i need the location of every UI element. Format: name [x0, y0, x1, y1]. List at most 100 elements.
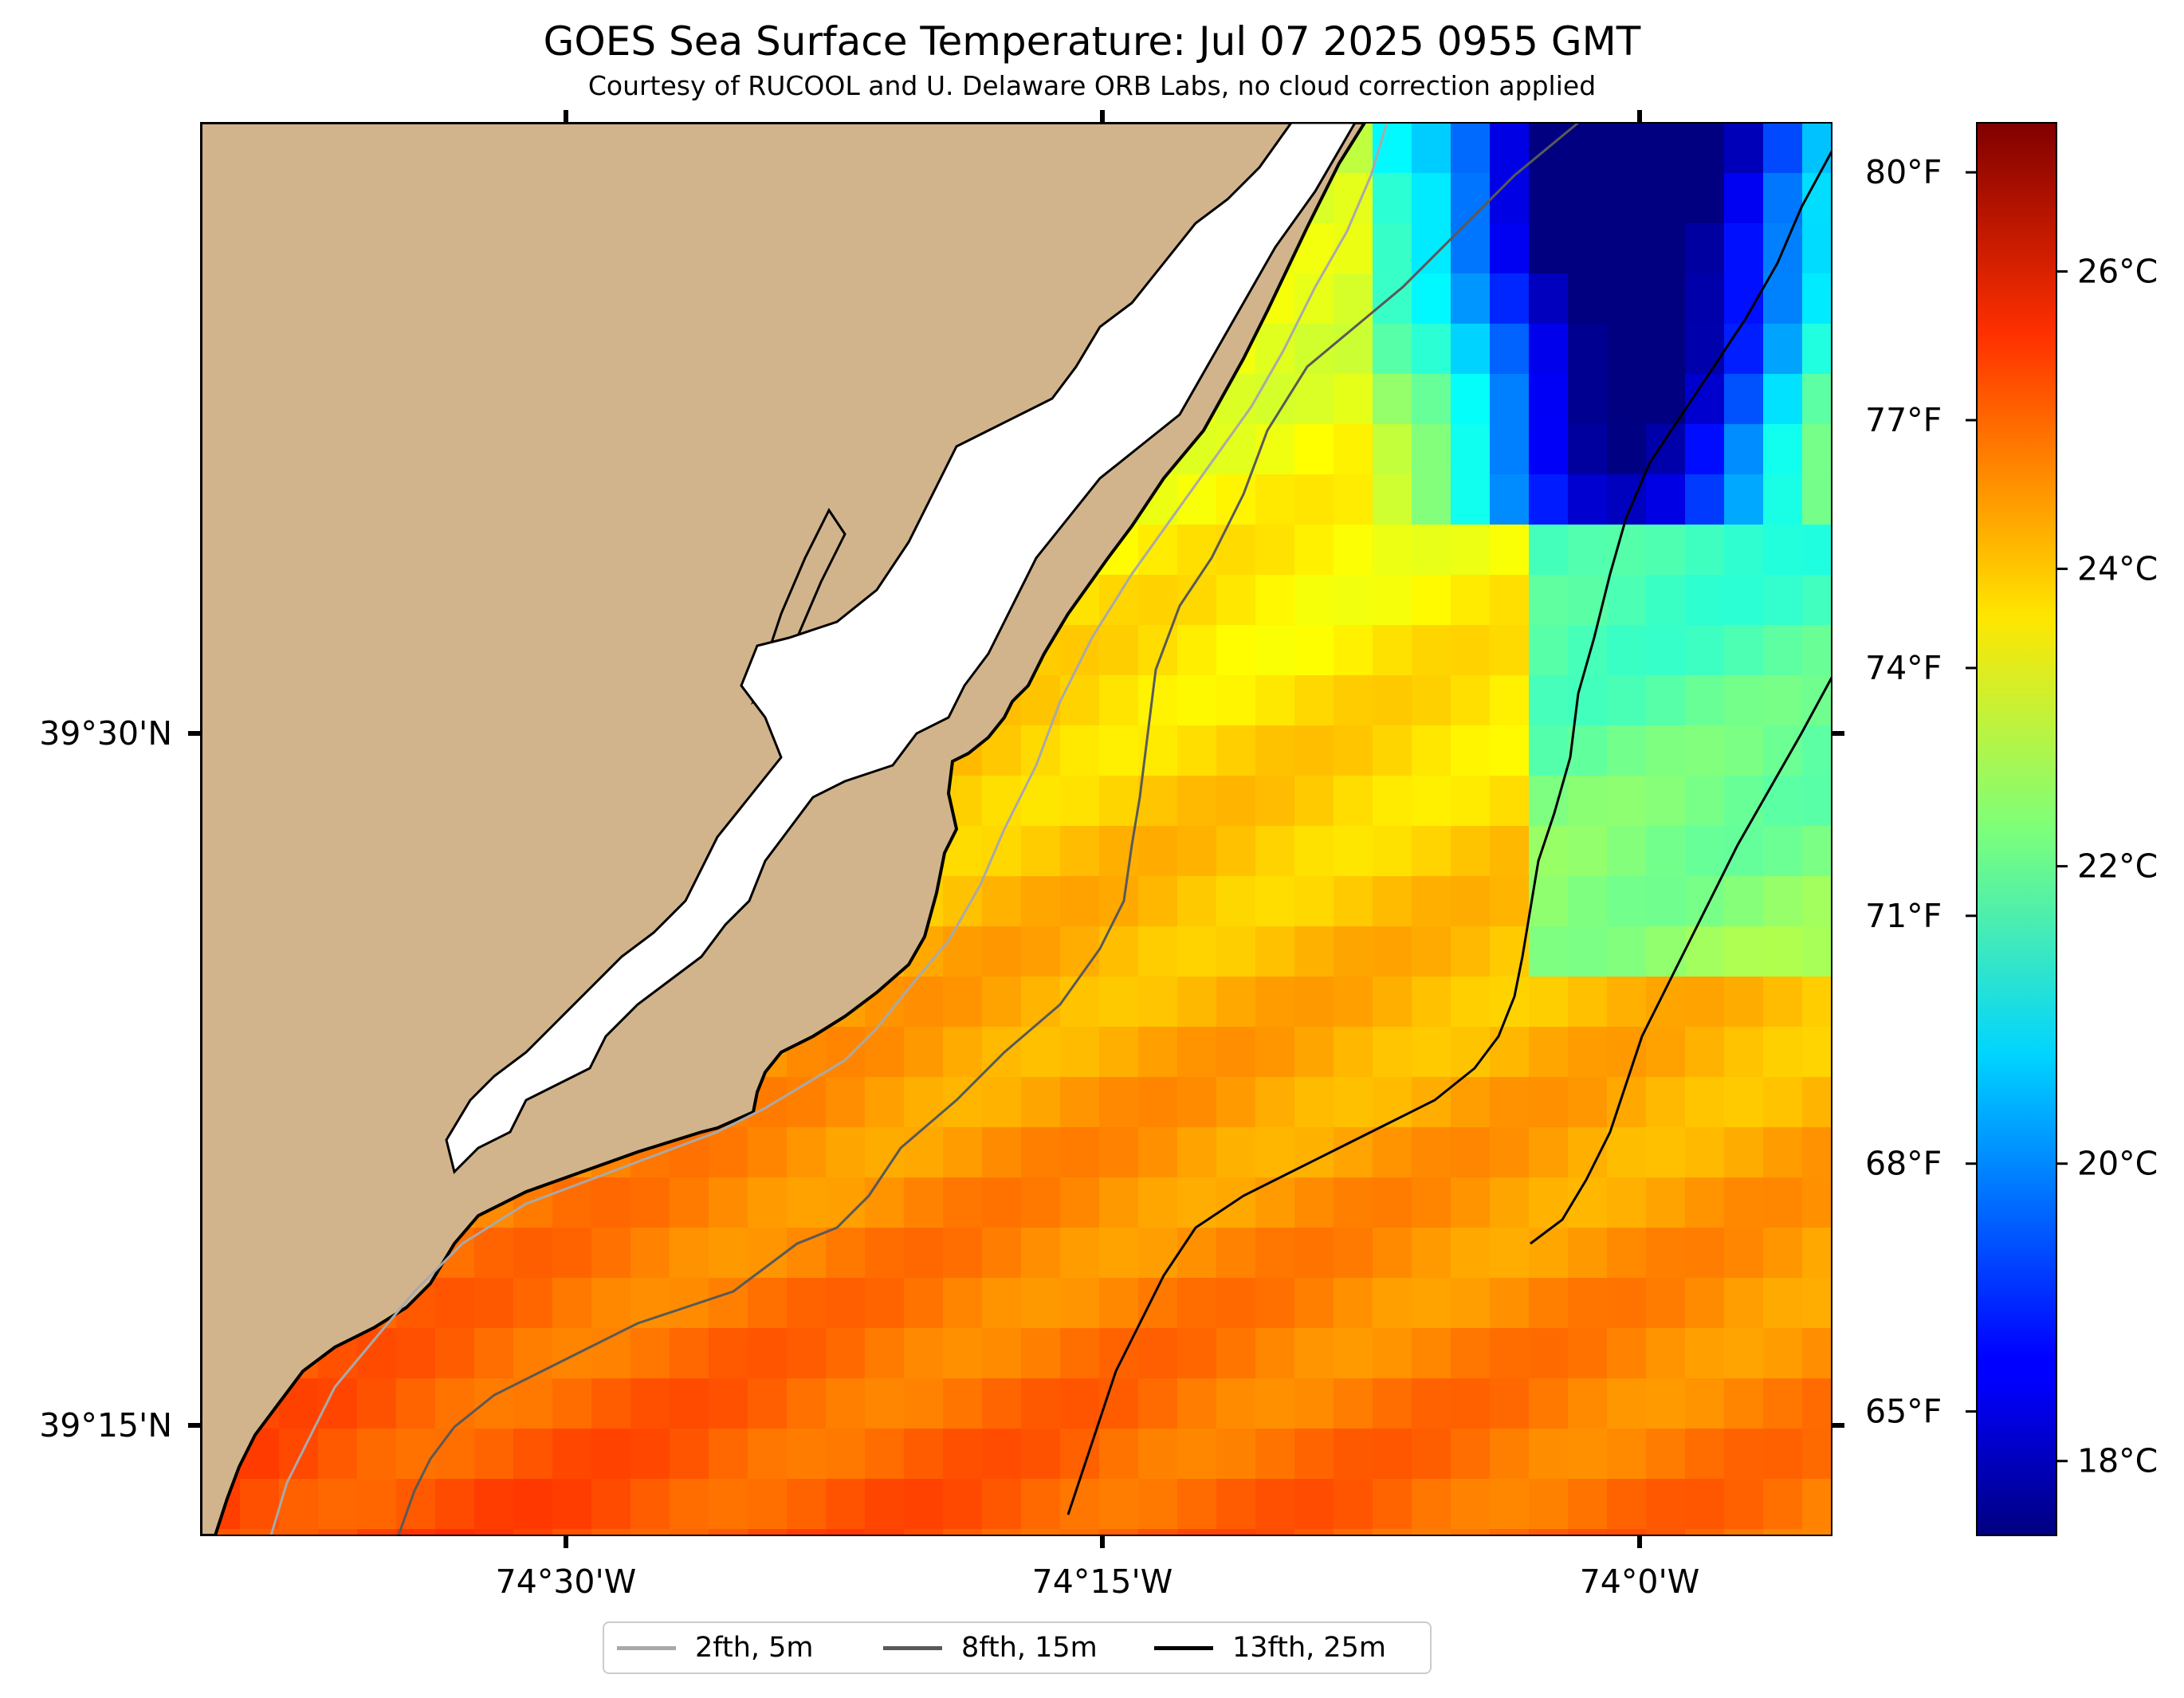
- sst-cell: [1568, 525, 1608, 576]
- sst-cell: [1373, 525, 1412, 576]
- sst-cell: [1607, 173, 1647, 224]
- sst-cell: [1451, 1429, 1491, 1480]
- sst-cell: [1060, 926, 1100, 977]
- sst-cell: [1568, 876, 1608, 927]
- sst-cell: [552, 1529, 592, 1535]
- sst-cell: [1412, 123, 1451, 174]
- sst-cell: [1451, 625, 1491, 676]
- sst-cell: [1060, 675, 1100, 726]
- sst-cell: [1138, 1429, 1178, 1480]
- sst-cell: [1451, 926, 1491, 977]
- celsius-ticks: 18°C 20°C 22°C 24°C 26°C: [2056, 253, 2158, 1480]
- sst-cell: [982, 1127, 1022, 1178]
- sst-cell: [1255, 474, 1295, 525]
- sst-cell: [513, 1479, 553, 1530]
- sst-cell: [1334, 1328, 1373, 1379]
- sst-cell: [748, 1529, 788, 1535]
- sst-cell: [1294, 575, 1334, 626]
- sst-cell: [435, 1429, 475, 1480]
- sst-cell: [1099, 625, 1139, 676]
- sst-cell: [1177, 1278, 1217, 1329]
- sst-cell: [1177, 826, 1217, 877]
- sst-cell: [982, 776, 1022, 827]
- sst-cell: [1177, 675, 1217, 726]
- sst-cell: [1763, 675, 1803, 726]
- sst-cell: [1451, 725, 1491, 776]
- sst-cell: [1607, 324, 1647, 375]
- sst-cell: [1216, 826, 1256, 877]
- sst-cell: [1763, 123, 1803, 174]
- sst-cell: [1568, 1328, 1608, 1379]
- sst-cell: [1373, 1127, 1412, 1178]
- sst-cell: [943, 977, 983, 1028]
- sst-cell: [1412, 1328, 1451, 1379]
- sst-cell: [474, 1529, 514, 1535]
- sst-cell: [1490, 675, 1530, 726]
- sst-cell: [1255, 876, 1295, 927]
- sst-cell: [1138, 876, 1178, 927]
- sst-cell: [865, 1278, 905, 1329]
- sst-cell: [1724, 1228, 1764, 1279]
- sst-cell: [943, 1278, 983, 1329]
- sst-cell: [1724, 525, 1764, 576]
- sst-cell: [1177, 876, 1217, 927]
- sst-cell: [1490, 223, 1530, 274]
- sst-cell: [1568, 926, 1608, 977]
- sst-cell: [1412, 474, 1451, 525]
- sst-cell: [1412, 1278, 1451, 1329]
- sst-cell: [1138, 575, 1178, 626]
- sst-cell: [982, 1479, 1022, 1530]
- sst-cell: [1568, 826, 1608, 877]
- sst-cell: [1529, 1278, 1569, 1329]
- fahrenheit-ticks: 65°F 68°F 71°F 74°F 77°F 80°F: [1865, 153, 1977, 1431]
- sst-cell: [1255, 1378, 1295, 1429]
- sst-cell: [1138, 625, 1178, 676]
- sst-cell: [1451, 1027, 1491, 1078]
- sst-cell: [1607, 876, 1647, 927]
- sst-cell: [1607, 826, 1647, 877]
- legend-swatch: [617, 1645, 676, 1650]
- sst-cell: [1060, 1077, 1100, 1128]
- sst-cell: [1334, 926, 1373, 977]
- sst-cell: [1607, 725, 1647, 776]
- sst-cell: [1529, 625, 1569, 676]
- sst-cell: [513, 1328, 553, 1379]
- sst-cell: [865, 1228, 905, 1279]
- sst-cell: [1216, 1378, 1256, 1429]
- sst-cell: [1451, 324, 1491, 375]
- contour-13fth: [1066, 151, 1832, 1515]
- sst-cell: [1294, 876, 1334, 927]
- sst-cell: [1646, 675, 1686, 726]
- sst-cell: [748, 1378, 788, 1429]
- sst-cell: [1685, 525, 1725, 576]
- sst-cell: [357, 1529, 397, 1535]
- sst-cell: [1607, 1127, 1647, 1178]
- sst-cell: [1177, 926, 1217, 977]
- sst-cell: [787, 1127, 827, 1178]
- sst-cell: [1802, 173, 1832, 224]
- sst-cell: [1646, 474, 1686, 525]
- sst-cell: [709, 1429, 748, 1480]
- sst-cell: [670, 1429, 709, 1480]
- sst-cell: [1646, 173, 1686, 224]
- sst-cell: [1685, 1127, 1725, 1178]
- sst-cell: [709, 1127, 748, 1178]
- sst-cell: [1099, 725, 1139, 776]
- sst-cell: [1060, 1328, 1100, 1379]
- sst-cell: [1060, 1529, 1100, 1535]
- sst-cell: [1724, 977, 1764, 1028]
- colorbar-gradient: [1976, 122, 2057, 1536]
- sst-cell: [1724, 424, 1764, 475]
- sst-cell: [1646, 1328, 1686, 1379]
- sst-cell: [1724, 374, 1764, 425]
- sst-cell: [1412, 1127, 1451, 1178]
- sst-cell: [670, 1328, 709, 1379]
- sst-cell: [1255, 1328, 1295, 1379]
- sst-cell: [1216, 1278, 1256, 1329]
- sst-cell: [1138, 826, 1178, 877]
- contour-13fth-offshore: [1530, 677, 1832, 1245]
- sst-cell: [1490, 625, 1530, 676]
- sst-cell: [1451, 1077, 1491, 1128]
- sst-cell: [591, 1278, 631, 1329]
- sst-cell: [1529, 1328, 1569, 1379]
